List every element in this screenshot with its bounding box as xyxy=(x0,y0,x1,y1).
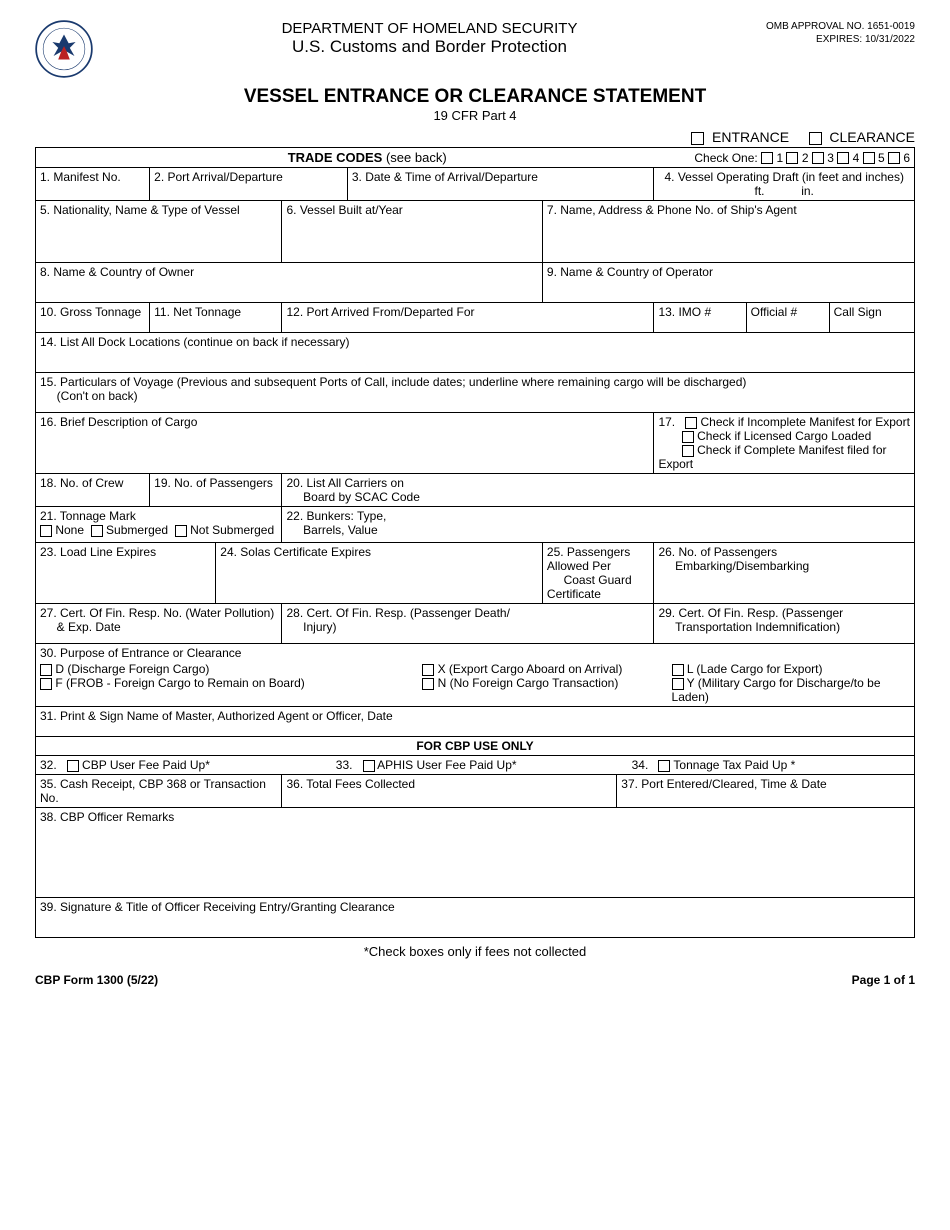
clearance-checkbox[interactable] xyxy=(809,132,822,145)
field-33-checkbox[interactable] xyxy=(363,760,375,772)
field-30-l-checkbox[interactable] xyxy=(672,664,684,676)
field-8[interactable]: 8. Name & Country of Owner xyxy=(36,263,543,303)
agency-seal-icon xyxy=(35,20,93,78)
field-17a-checkbox[interactable] xyxy=(685,417,697,429)
field-24[interactable]: 24. Solas Certificate Expires xyxy=(216,543,543,604)
field-29[interactable]: 29. Cert. Of Fin. Resp. (Passenger Trans… xyxy=(654,604,915,644)
field-21: 21. Tonnage Mark None Submerged Not Subm… xyxy=(36,507,282,543)
field-25[interactable]: 25. Passengers Allowed Per Coast Guard C… xyxy=(542,543,654,604)
field-11[interactable]: 11. Net Tonnage xyxy=(150,303,282,333)
page-header: DEPARTMENT OF HOMELAND SECURITY U.S. Cus… xyxy=(35,20,915,78)
field-27[interactable]: 27. Cert. Of Fin. Resp. No. (Water Pollu… xyxy=(36,604,282,644)
field-23[interactable]: 23. Load Line Expires xyxy=(36,543,216,604)
field-35[interactable]: 35. Cash Receipt, CBP 368 or Transaction… xyxy=(36,775,282,808)
field-34-checkbox[interactable] xyxy=(658,760,670,772)
field-39[interactable]: 39. Signature & Title of Officer Receivi… xyxy=(36,898,915,938)
field-21-notsubmerged-checkbox[interactable] xyxy=(175,525,187,537)
cbp-use-only-header: FOR CBP USE ONLY xyxy=(36,737,915,756)
field-30-y-checkbox[interactable] xyxy=(672,678,684,690)
check-one-label: Check One: xyxy=(694,151,757,165)
field-21-submerged-checkbox[interactable] xyxy=(91,525,103,537)
field-15[interactable]: 15. Particulars of Voyage (Previous and … xyxy=(36,373,915,413)
field-22[interactable]: 22. Bunkers: Type, Barrels, Value xyxy=(282,507,915,543)
trade-opt-6-checkbox[interactable] xyxy=(888,152,900,164)
omb-block: OMB APPROVAL NO. 1651-0019 EXPIRES: 10/3… xyxy=(766,20,915,46)
field-20[interactable]: 20. List All Carriers on Board by SCAC C… xyxy=(282,474,915,507)
footnote: *Check boxes only if fees not collected xyxy=(35,944,915,959)
field-30: 30. Purpose of Entrance or Clearance D (… xyxy=(36,644,915,707)
field-7[interactable]: 7. Name, Address & Phone No. of Ship's A… xyxy=(542,201,914,263)
field-30-d-checkbox[interactable] xyxy=(40,664,52,676)
field-16[interactable]: 16. Brief Description of Cargo xyxy=(36,413,654,474)
trade-opt-5-checkbox[interactable] xyxy=(863,152,875,164)
dept-line: DEPARTMENT OF HOMELAND SECURITY xyxy=(93,20,766,37)
field-17c-checkbox[interactable] xyxy=(682,445,694,457)
trade-opt-4: 4 xyxy=(853,151,860,165)
trade-opt-6: 6 xyxy=(903,151,910,165)
field-30-x-checkbox[interactable] xyxy=(422,664,434,676)
form-title: VESSEL ENTRANCE OR CLEARANCE STATEMENT xyxy=(35,86,915,108)
trade-codes-label: TRADE CODES xyxy=(288,150,383,165)
field-9[interactable]: 9. Name & Country of Operator xyxy=(542,263,914,303)
field-13-imo[interactable]: 13. IMO # xyxy=(654,303,746,333)
entrance-label: ENTRANCE xyxy=(712,129,789,145)
field-13-callsign[interactable]: Call Sign xyxy=(829,303,914,333)
field-26[interactable]: 26. No. of Passengers Embarking/Disembar… xyxy=(654,543,915,604)
field-6[interactable]: 6. Vessel Built at/Year xyxy=(282,201,542,263)
field-17: 17. Check if Incomplete Manifest for Exp… xyxy=(654,413,915,474)
trade-opt-4-checkbox[interactable] xyxy=(837,152,849,164)
field-38[interactable]: 38. CBP Officer Remarks xyxy=(36,808,915,898)
field-32-checkbox[interactable] xyxy=(67,760,79,772)
field-31[interactable]: 31. Print & Sign Name of Master, Authori… xyxy=(36,707,915,737)
form-table: TRADE CODES (see back) Check One: 1 2 3 … xyxy=(35,147,915,938)
trade-opt-3: 3 xyxy=(827,151,834,165)
field-1[interactable]: 1. Manifest No. xyxy=(36,168,150,201)
trade-opt-2: 2 xyxy=(802,151,809,165)
trade-opt-3-checkbox[interactable] xyxy=(812,152,824,164)
field-28[interactable]: 28. Cert. Of Fin. Resp. (Passenger Death… xyxy=(282,604,654,644)
field-19[interactable]: 19. No. of Passengers xyxy=(150,474,282,507)
field-13-official[interactable]: Official # xyxy=(746,303,829,333)
fields-32-33-34: 32. CBP User Fee Paid Up* 33. APHIS User… xyxy=(36,756,915,775)
field-37[interactable]: 37. Port Entered/Cleared, Time & Date xyxy=(617,775,915,808)
omb-number: OMB APPROVAL NO. 1651-0019 xyxy=(766,20,915,33)
field-3[interactable]: 3. Date & Time of Arrival/Departure xyxy=(347,168,654,201)
entrance-clearance-row: ENTRANCE CLEARANCE xyxy=(35,129,915,145)
trade-opt-2-checkbox[interactable] xyxy=(786,152,798,164)
agency-line: U.S. Customs and Border Protection xyxy=(93,37,766,57)
field-30-n-checkbox[interactable] xyxy=(422,678,434,690)
field-18[interactable]: 18. No. of Crew xyxy=(36,474,150,507)
trade-see-back: (see back) xyxy=(382,150,446,165)
trade-opt-1: 1 xyxy=(776,151,783,165)
field-12[interactable]: 12. Port Arrived From/Departed For xyxy=(282,303,654,333)
field-21-none-checkbox[interactable] xyxy=(40,525,52,537)
field-2[interactable]: 2. Port Arrival/Departure xyxy=(150,168,348,201)
page-number: Page 1 of 1 xyxy=(852,973,915,987)
field-10[interactable]: 10. Gross Tonnage xyxy=(36,303,150,333)
field-36[interactable]: 36. Total Fees Collected xyxy=(282,775,617,808)
trade-opt-1-checkbox[interactable] xyxy=(761,152,773,164)
trade-codes-row: TRADE CODES (see back) Check One: 1 2 3 … xyxy=(36,148,915,168)
field-14[interactable]: 14. List All Dock Locations (continue on… xyxy=(36,333,915,373)
field-5[interactable]: 5. Nationality, Name & Type of Vessel xyxy=(36,201,282,263)
trade-opt-5: 5 xyxy=(878,151,885,165)
form-number: CBP Form 1300 (5/22) xyxy=(35,973,158,987)
field-17b-checkbox[interactable] xyxy=(682,431,694,443)
entrance-checkbox[interactable] xyxy=(691,132,704,145)
omb-expires: EXPIRES: 10/31/2022 xyxy=(766,33,915,46)
field-4[interactable]: 4. Vessel Operating Draft (in feet and i… xyxy=(654,168,915,201)
form-subtitle: 19 CFR Part 4 xyxy=(35,108,915,123)
clearance-label: CLEARANCE xyxy=(829,129,915,145)
field-30-f-checkbox[interactable] xyxy=(40,678,52,690)
page-footer: CBP Form 1300 (5/22) Page 1 of 1 xyxy=(35,973,915,987)
